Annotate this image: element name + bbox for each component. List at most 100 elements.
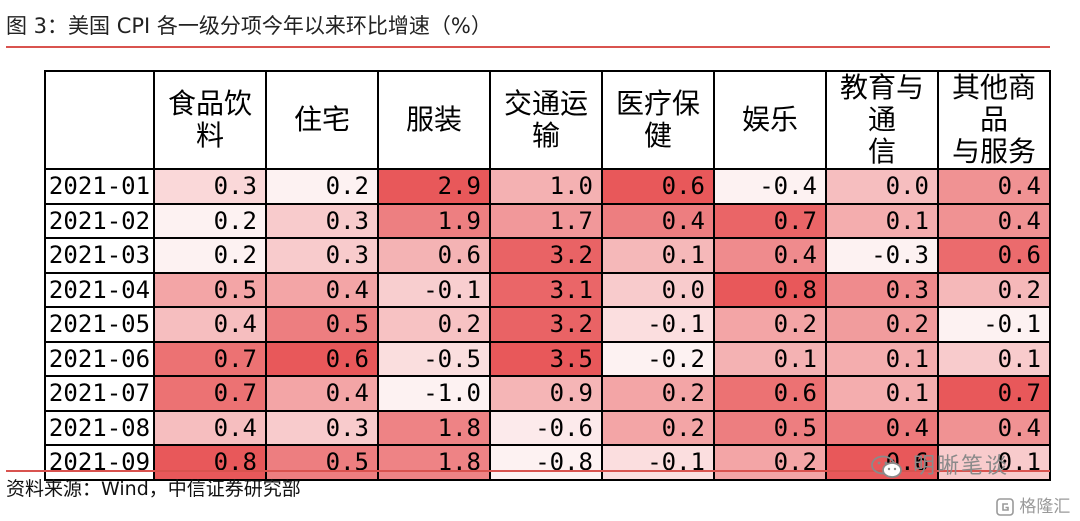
heatmap-cell: 3.5: [489, 340, 603, 377]
column-header: 住宅: [265, 70, 379, 170]
heatmap-cell: 0.4: [153, 306, 267, 343]
row-label: 2021-06: [44, 340, 155, 377]
heatmap-cell: 0.8: [713, 271, 827, 308]
column-header-label: 住宅: [293, 103, 350, 136]
heatmap-cell: 0.2: [601, 409, 715, 446]
heatmap-cell: 0.7: [153, 375, 267, 412]
row-label: 2021-04: [44, 271, 155, 308]
heatmap-cell: 1.8: [377, 444, 491, 481]
table-row: 2021-07 0.7 0.4 -1.0 0.9 0.2 0.6 0.1 0.7: [44, 375, 1051, 412]
watermark-gelonghui: 格隆汇: [996, 492, 1070, 517]
heatmap-cell: -0.1: [937, 306, 1051, 343]
heatmap-cell: 0.1: [937, 444, 1051, 481]
row-label: 2021-02: [44, 202, 155, 239]
heatmap-cell: 0.6: [601, 168, 715, 205]
heatmap-cell: 0.4: [825, 409, 939, 446]
heatmap-cell: 0.5: [265, 306, 379, 343]
heatmap-cell: 0.6: [377, 237, 491, 274]
source-note: 资料来源：Wind，中信证券研究部: [6, 470, 1050, 506]
column-header-label: 医疗保健: [615, 87, 700, 152]
wechat-icon: [870, 455, 904, 479]
column-header-label: 与服务: [951, 135, 1036, 168]
heatmap-cell: -0.1: [601, 444, 715, 481]
column-header-label: 娱乐: [741, 103, 798, 136]
column-header: 交通运输: [489, 70, 603, 170]
table-row: 2021-06 0.7 0.6 -0.5 3.5 -0.2 0.1 0.1 0.1: [44, 340, 1051, 377]
heatmap-cell: 3.2: [489, 306, 603, 343]
figure-title: 图 3：美国 CPI 各一级分项今年以来环比增速（%）: [6, 6, 1050, 48]
gelonghui-logo-icon: [996, 498, 1014, 516]
heatmap-cell: 0.4: [937, 202, 1051, 239]
column-header: 教育与通信: [825, 70, 939, 170]
watermark: 明晰笔谈: [870, 448, 1009, 480]
column-header: 娱乐: [713, 70, 827, 170]
heatmap-cell: 1.8: [377, 409, 491, 446]
heatmap-cell: 0.2: [937, 271, 1051, 308]
heatmap-cell: 0.3: [265, 202, 379, 239]
table-row: 2021-09 0.8 0.5 1.8 -0.8 -0.1 0.2 0.6 0.1: [44, 444, 1051, 481]
heatmap-cell: -0.4: [713, 168, 827, 205]
heatmap-cell: 0.4: [265, 375, 379, 412]
heatmap-cell: 0.3: [265, 237, 379, 274]
row-label: 2021-03: [44, 237, 155, 274]
heatmap-cell: 0.6: [825, 444, 939, 481]
heatmap-cell: -0.1: [601, 306, 715, 343]
heatmap-cell: 3.1: [489, 271, 603, 308]
heatmap-cell: 0.1: [825, 375, 939, 412]
table-row: 2021-03 0.2 0.3 0.6 3.2 0.1 0.4 -0.3 0.6: [44, 237, 1051, 274]
table-row: 2021-05 0.4 0.5 0.2 3.2 -0.1 0.2 0.2 -0.1: [44, 306, 1051, 343]
heatmap-cell: 0.1: [937, 340, 1051, 377]
column-header-label: 教育与通: [839, 71, 924, 136]
heatmap-cell: 0.2: [713, 306, 827, 343]
heatmap-cell: 0.4: [937, 409, 1051, 446]
heatmap-cell: 0.2: [153, 202, 267, 239]
column-header-label: 其他商品: [951, 71, 1036, 136]
heatmap-cell: 0.4: [937, 168, 1051, 205]
heatmap-cell: 0.3: [825, 271, 939, 308]
heatmap-cell: 0.4: [713, 237, 827, 274]
column-header-label: 交通运输: [503, 87, 588, 152]
heatmap-cell: 0.0: [601, 271, 715, 308]
heatmap-cell: 0.6: [713, 375, 827, 412]
heatmap-cell: 0.4: [153, 409, 267, 446]
heatmap-cell: 0.4: [265, 271, 379, 308]
heatmap-cell: -0.2: [601, 340, 715, 377]
heatmap-cell: 0.3: [153, 168, 267, 205]
heatmap-cell: 0.6: [265, 340, 379, 377]
heatmap-cell: 0.1: [825, 202, 939, 239]
heatmap-cell: 1.0: [489, 168, 603, 205]
heatmap-cell: 0.2: [265, 168, 379, 205]
heatmap-cell: 0.7: [713, 202, 827, 239]
table-row: 2021-01 0.3 0.2 2.9 1.0 0.6 -0.4 0.0 0.4: [44, 168, 1051, 205]
heatmap-cell: 0.5: [153, 271, 267, 308]
column-header: 其他商品 与服务: [937, 70, 1051, 170]
watermark-text: 明晰笔谈: [913, 454, 1010, 479]
watermark2-text: 格隆汇: [1019, 497, 1071, 517]
heatmap-cell: 0.2: [153, 237, 267, 274]
heatmap-cell: -0.6: [489, 409, 603, 446]
row-label: 2021-01: [44, 168, 155, 205]
heatmap-cell: -0.5: [377, 340, 491, 377]
row-label: 2021-07: [44, 375, 155, 412]
heatmap-cell: 0.2: [377, 306, 491, 343]
heatmap-cell: 0.8: [153, 444, 267, 481]
heatmap-cell: 0.0: [825, 168, 939, 205]
row-label: 2021-08: [44, 409, 155, 446]
table-row: 2021-02 0.2 0.3 1.9 1.7 0.4 0.7 0.1 0.4: [44, 202, 1051, 239]
heatmap-cell: 1.9: [377, 202, 491, 239]
row-label: 2021-05: [44, 306, 155, 343]
heatmap-cell: 0.5: [713, 409, 827, 446]
heatmap-cell: 0.7: [937, 375, 1051, 412]
column-header: 医疗保健: [601, 70, 715, 170]
heatmap-cell: 0.1: [713, 340, 827, 377]
heatmap-cell: -0.3: [825, 237, 939, 274]
heatmap-cell: -1.0: [377, 375, 491, 412]
header-row: 食品饮料 住宅 服装 交通运输 医疗保健 娱乐 教育与通信其他商品 与服务: [44, 70, 1051, 170]
heatmap-cell: 3.2: [489, 237, 603, 274]
heatmap-cell: 0.2: [825, 306, 939, 343]
column-header-label: 服装: [405, 103, 462, 136]
heatmap-cell: 0.4: [601, 202, 715, 239]
column-header-label: 信: [867, 135, 896, 168]
heatmap-cell: 0.1: [825, 340, 939, 377]
heatmap-cell: 0.6: [937, 237, 1051, 274]
